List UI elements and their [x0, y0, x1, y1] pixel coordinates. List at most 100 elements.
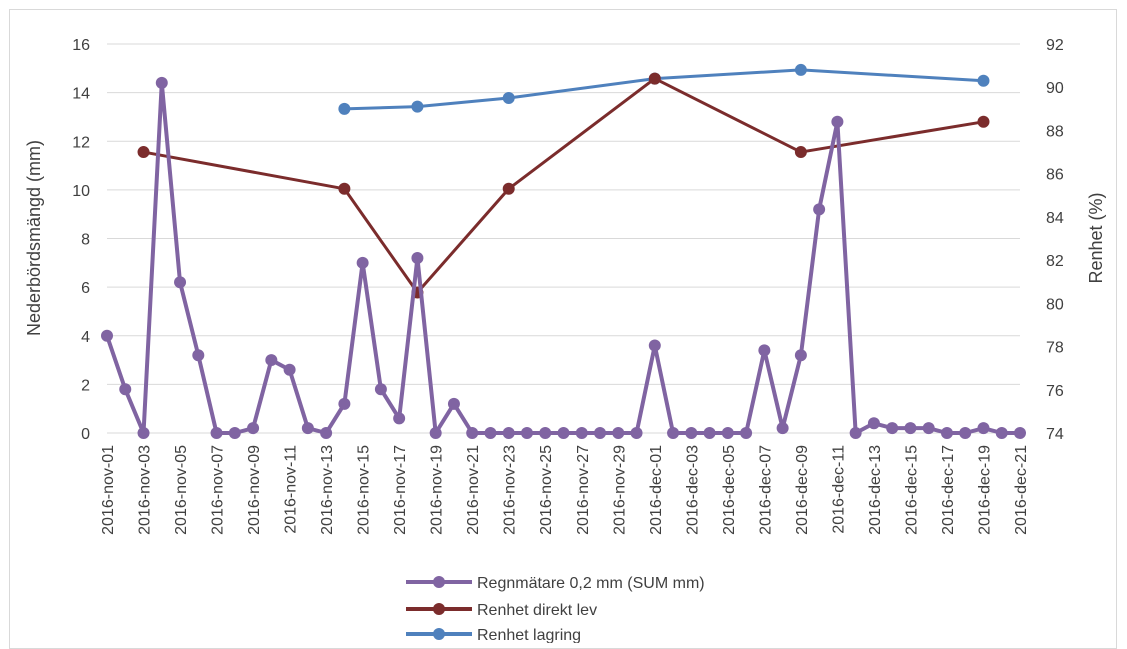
data-point [155, 76, 168, 89]
x-tick-label: 2016-nov-23 [502, 445, 519, 535]
data-point [630, 427, 643, 439]
y2-tick-label: 84 [1046, 210, 1064, 227]
data-point [137, 427, 150, 439]
legend-swatch-marker [433, 576, 445, 588]
x-tick-label: 2016-dec-07 [757, 445, 774, 535]
data-point [1014, 427, 1026, 439]
data-point [539, 427, 552, 439]
y-tick-label: 8 [81, 232, 90, 249]
y-axis-left-ticks: 0 2 4 6 8 10 12 14 16 [72, 37, 90, 443]
x-tick-label: 2016-nov-09 [246, 445, 263, 535]
series-line [344, 68, 984, 111]
series-line [105, 80, 1020, 435]
data-point [703, 427, 716, 439]
x-axis-ticks: 2016-nov-01 2016-nov-03 2016-nov-05 2016-no… [100, 445, 1030, 535]
x-tick-label: 2016-dec-21 [1013, 445, 1030, 535]
x-tick-label: 2016-dec-03 [684, 445, 701, 535]
data-point [429, 427, 442, 439]
y-tick-label: 10 [72, 183, 90, 200]
data-point [612, 427, 625, 439]
data-point [685, 427, 698, 439]
y2-tick-label: 76 [1046, 383, 1064, 400]
data-point [940, 427, 953, 439]
data-point [502, 92, 515, 105]
x-tick-label: 2016-dec-11 [830, 445, 847, 534]
x-tick-label: 2016-dec-09 [794, 445, 811, 535]
data-point [101, 329, 113, 342]
data-point [247, 422, 260, 435]
y2-tick-label: 86 [1046, 167, 1064, 184]
series-line [143, 77, 984, 295]
y2-tick-label: 90 [1046, 80, 1064, 97]
data-point [338, 102, 351, 115]
legend-label: Regnmätare 0,2 mm (SUM mm) [477, 575, 705, 592]
data-point [520, 427, 533, 439]
data-point [484, 427, 497, 439]
y-tick-label: 4 [81, 329, 90, 346]
series-layer [101, 63, 1026, 439]
data-point [502, 427, 515, 439]
data-point [466, 427, 479, 439]
x-tick-label: 2016-dec-01 [648, 445, 665, 535]
data-point [904, 422, 917, 435]
x-tick-label: 2016-nov-15 [356, 445, 373, 535]
y2-tick-label: 88 [1046, 123, 1064, 140]
x-tick-label: 2016-nov-11 [283, 445, 300, 534]
data-point [320, 427, 333, 439]
data-point [301, 422, 314, 435]
y-tick-label: 14 [72, 86, 90, 103]
data-point [813, 203, 826, 216]
series-3 [338, 63, 990, 115]
data-point [283, 363, 296, 376]
data-point [594, 427, 607, 439]
gridlines [107, 43, 1020, 434]
data-point [447, 397, 460, 410]
data-point [886, 422, 899, 435]
y-tick-label: 16 [72, 37, 90, 54]
data-point [977, 115, 990, 128]
legend-label: Renhet direkt lev [477, 602, 597, 619]
data-point [977, 74, 990, 87]
data-point [393, 412, 406, 425]
y-tick-label: 2 [81, 377, 90, 394]
data-point [174, 276, 187, 289]
data-point [959, 427, 972, 439]
data-point [977, 422, 990, 435]
data-point [648, 339, 661, 352]
y-axis-right-title: Renhet (%) [1086, 192, 1106, 283]
x-tick-label: 2016-nov-29 [611, 445, 628, 535]
data-point [119, 383, 132, 396]
x-tick-label: 2016-nov-03 [137, 445, 154, 535]
data-point [648, 72, 661, 85]
x-tick-label: 2016-nov-25 [538, 445, 555, 535]
data-point [831, 115, 844, 128]
data-point [667, 427, 680, 439]
data-point [575, 427, 588, 439]
data-point [794, 63, 807, 76]
x-tick-label: 2016-dec-15 [903, 445, 920, 535]
data-point [265, 354, 278, 367]
data-point [137, 146, 150, 159]
y-axis-right-ticks: 74 76 78 80 82 84 86 88 90 92 [1046, 37, 1064, 443]
data-point [867, 417, 880, 430]
y-tick-label: 6 [81, 280, 90, 297]
data-point [758, 344, 771, 357]
x-tick-label: 2016-dec-05 [721, 445, 738, 535]
y2-tick-label: 92 [1046, 37, 1064, 54]
data-point [338, 182, 351, 195]
data-point [794, 349, 807, 362]
x-tick-label: 2016-dec-17 [940, 445, 957, 535]
legend-label: Renhet lagring [477, 627, 581, 643]
y-tick-label: 0 [81, 426, 90, 443]
x-tick-label: 2016-dec-13 [867, 445, 884, 535]
y2-tick-label: 78 [1046, 340, 1064, 357]
data-point [502, 182, 515, 195]
y2-tick-label: 74 [1046, 426, 1064, 443]
data-point [228, 427, 241, 439]
data-point [210, 427, 223, 439]
x-tick-label: 2016-nov-07 [210, 445, 227, 535]
data-point [776, 422, 789, 435]
x-tick-label: 2016-nov-19 [429, 445, 446, 535]
y-axis-left-title: Nederbördsmängd (mm) [24, 140, 44, 336]
x-tick-label: 2016-nov-13 [319, 445, 336, 535]
